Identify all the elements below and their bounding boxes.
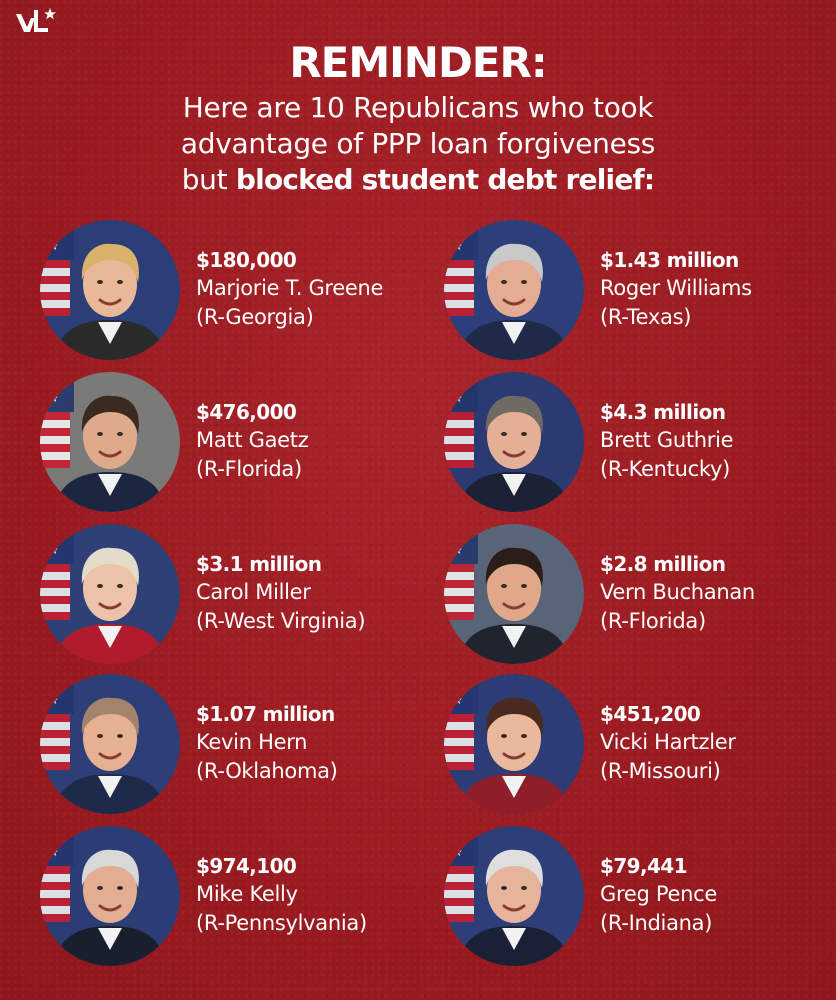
loan-amount: $3.1 million (196, 552, 322, 576)
header: REMINDER: Here are 10 Republicans who to… (0, 36, 836, 198)
politician-info: $79,441 Greg Pence (R-Indiana) (600, 852, 830, 938)
svg-text:★: ★ (48, 845, 59, 859)
politician-state: (R-West Virginia) (196, 609, 366, 633)
politician-state: (R-Missouri) (600, 759, 721, 783)
politician-portrait: ★ (444, 826, 584, 966)
politician-info: $1.07 million Kevin Hern (R-Oklahoma) (196, 700, 426, 786)
politician-name: Marjorie T. Greene (196, 276, 384, 300)
politician-card: ★ $1.07 million Kevin Hern (R-Oklahoma) (40, 674, 430, 824)
politician-portrait: ★ (40, 524, 180, 664)
politician-portrait: ★ (444, 372, 584, 512)
politician-card: ★ $180,000 Marjorie T. Greene (R-Georgia) (40, 220, 430, 370)
politician-state: (R-Indiana) (600, 911, 713, 935)
politician-name: Vicki Hartzler (600, 730, 736, 754)
politician-card: ★ $451,200 Vicki Hartzler (R-Missouri) (444, 674, 834, 824)
svg-text:★: ★ (452, 239, 463, 253)
politician-info: $4.3 million Brett Guthrie (R-Kentucky) (600, 398, 830, 484)
politician-card: ★ $2.8 million Vern Buchanan (R-Florida) (444, 524, 834, 674)
politician-name: Carol Miller (196, 580, 311, 604)
politician-portrait: ★ (40, 220, 180, 360)
subheading-line-3-bold: blocked student debt relief: (235, 163, 655, 196)
politician-card: ★ $476,000 Matt Gaetz (R-Florida) (40, 372, 430, 522)
politician-name: Greg Pence (600, 882, 717, 906)
politician-portrait: ★ (40, 372, 180, 512)
politician-card: ★ $1.43 million Roger Williams (R-Texas) (444, 220, 834, 370)
politician-state: (R-Oklahoma) (196, 759, 338, 783)
svg-text:★: ★ (48, 239, 59, 253)
politician-info: $3.1 million Carol Miller (R-West Virginia… (196, 550, 426, 636)
loan-amount: $451,200 (600, 702, 701, 726)
politician-portrait: ★ (444, 524, 584, 664)
politician-info: $476,000 Matt Gaetz (R-Florida) (196, 398, 426, 484)
politician-name: Brett Guthrie (600, 428, 734, 452)
svg-text:★: ★ (452, 391, 463, 405)
politician-name: Matt Gaetz (196, 428, 309, 452)
loan-amount: $476,000 (196, 400, 297, 424)
svg-text:★: ★ (452, 845, 463, 859)
politician-portrait: ★ (444, 220, 584, 360)
loan-amount: $1.07 million (196, 702, 335, 726)
politician-info: $974,100 Mike Kelly (R-Pennsylvania) (196, 852, 426, 938)
politician-info: $1.43 million Roger Williams (R-Texas) (600, 246, 830, 332)
politician-state: (R-Texas) (600, 305, 692, 329)
politician-state: (R-Georgia) (196, 305, 314, 329)
politician-portrait: ★ (40, 826, 180, 966)
politician-portrait: ★ (444, 674, 584, 814)
svg-text:★: ★ (452, 693, 463, 707)
politician-state: (R-Florida) (196, 457, 302, 481)
loan-amount: $180,000 (196, 248, 297, 272)
politician-name: Kevin Hern (196, 730, 308, 754)
loan-amount: $4.3 million (600, 400, 726, 424)
subheading-line-3: but blocked student debt relief: (0, 162, 836, 198)
loan-amount: $79,441 (600, 854, 688, 878)
politician-name: Vern Buchanan (600, 580, 755, 604)
politician-name: Roger Williams (600, 276, 752, 300)
svg-text:★: ★ (48, 693, 59, 707)
vl-star-logo-icon (16, 8, 56, 32)
headline: REMINDER: (289, 38, 547, 87)
subheading-line-3-prefix: but (181, 163, 236, 196)
politician-card: ★ $3.1 million Carol Miller (R-West Virgini… (40, 524, 430, 674)
svg-text:★: ★ (48, 543, 59, 557)
politician-name: Mike Kelly (196, 882, 298, 906)
subheading-line-2: advantage of PPP loan forgiveness (180, 127, 656, 160)
politician-portrait: ★ (40, 674, 180, 814)
politician-state: (R-Pennsylvania) (196, 911, 367, 935)
loan-amount: $1.43 million (600, 248, 739, 272)
politician-state: (R-Kentucky) (600, 457, 730, 481)
politician-card: ★ $79,441 Greg Pence (R-Indiana) (444, 826, 834, 976)
politician-card: ★ $974,100 Mike Kelly (R-Pennsylvania) (40, 826, 430, 976)
politician-info: $451,200 Vicki Hartzler (R-Missouri) (600, 700, 830, 786)
loan-amount: $974,100 (196, 854, 297, 878)
svg-text:★: ★ (452, 543, 463, 557)
politician-card: ★ $4.3 million Brett Guthrie (R-Kentucky) (444, 372, 834, 522)
svg-text:★: ★ (48, 391, 59, 405)
politician-info: $180,000 Marjorie T. Greene (R-Georgia) (196, 246, 426, 332)
politician-info: $2.8 million Vern Buchanan (R-Florida) (600, 550, 830, 636)
loan-amount: $2.8 million (600, 552, 726, 576)
subheading-line-1: Here are 10 Republicans who took (182, 91, 654, 124)
politician-state: (R-Florida) (600, 609, 706, 633)
